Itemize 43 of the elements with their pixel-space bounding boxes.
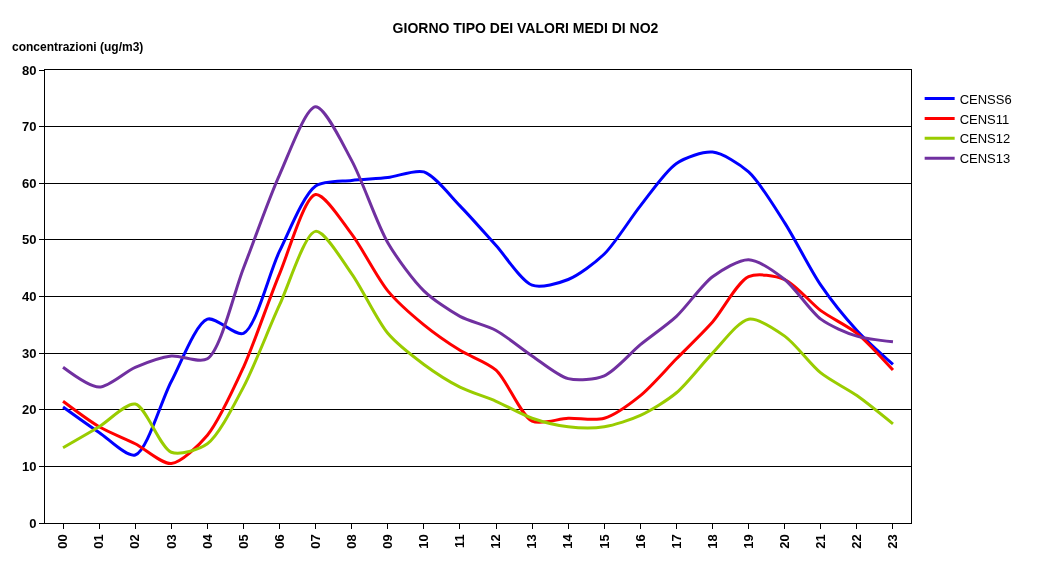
legend-label: CENS12	[959, 131, 1011, 147]
x-tick-label: 22	[849, 534, 865, 549]
x-tick-label: 09	[380, 534, 396, 549]
x-tick-label: 18	[704, 534, 720, 549]
x-tick-label: 14	[560, 533, 576, 549]
x-tick-label: 16	[632, 534, 648, 549]
y-tick-label: 50	[21, 232, 37, 248]
line-series	[61, 229, 895, 455]
x-tick-label: 12	[488, 534, 504, 549]
legend-label: CENS13	[959, 151, 1011, 167]
y-tick-label: 10	[21, 458, 37, 474]
line-series	[61, 150, 895, 457]
x-tick-label: 02	[127, 534, 143, 549]
x-tick-label: 21	[813, 534, 829, 549]
y-tick-label: 0	[29, 515, 37, 531]
x-tick-label: 10	[416, 534, 432, 549]
x-tick-label: 07	[307, 534, 323, 549]
x-tick-label: 00	[55, 534, 71, 549]
x-tick-label: 04	[199, 533, 215, 549]
x-tick-label: 20	[776, 534, 792, 549]
x-tick-label: 23	[885, 534, 901, 549]
y-axis-title: concentrazioni (ug/m3)	[12, 40, 144, 54]
chart-title: GIORNO TIPO DEI VALORI MEDI DI NO2	[392, 20, 659, 37]
y-tick-label: 70	[21, 119, 37, 135]
x-tick-label: 08	[343, 534, 359, 549]
legend-label: CENS11	[959, 111, 1010, 127]
x-tick-label: 01	[91, 534, 107, 549]
y-tick-label: 80	[21, 62, 37, 78]
line-series	[61, 105, 895, 389]
line-series	[61, 193, 895, 466]
x-tick-label: 05	[235, 534, 251, 549]
y-tick-label: 40	[21, 289, 37, 305]
y-tick-label: 20	[21, 402, 37, 418]
x-tick-label: 03	[163, 534, 179, 549]
x-tick-label: 15	[596, 534, 612, 549]
y-tick-label: 30	[21, 345, 37, 361]
x-tick-label: 13	[524, 534, 540, 549]
x-tick-label: 06	[271, 534, 287, 549]
y-tick-label: 60	[21, 175, 37, 191]
legend-label: CENSS6	[959, 91, 1012, 107]
x-tick-label: 19	[740, 534, 756, 549]
x-tick-label: 11	[452, 534, 468, 548]
x-tick-label: 17	[668, 534, 684, 549]
